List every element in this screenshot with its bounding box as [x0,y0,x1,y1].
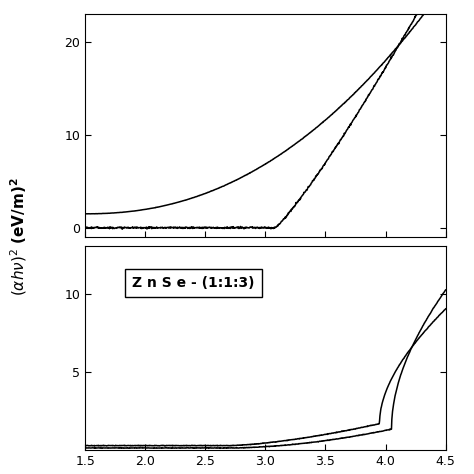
Text: $(\alpha h\nu)^2\ \mathregular{(eV/m)^2}$: $(\alpha h\nu)^2\ \mathregular{(eV/m)^2}… [9,178,29,296]
Text: Z n S e - (1:1:3): Z n S e - (1:1:3) [132,276,255,290]
